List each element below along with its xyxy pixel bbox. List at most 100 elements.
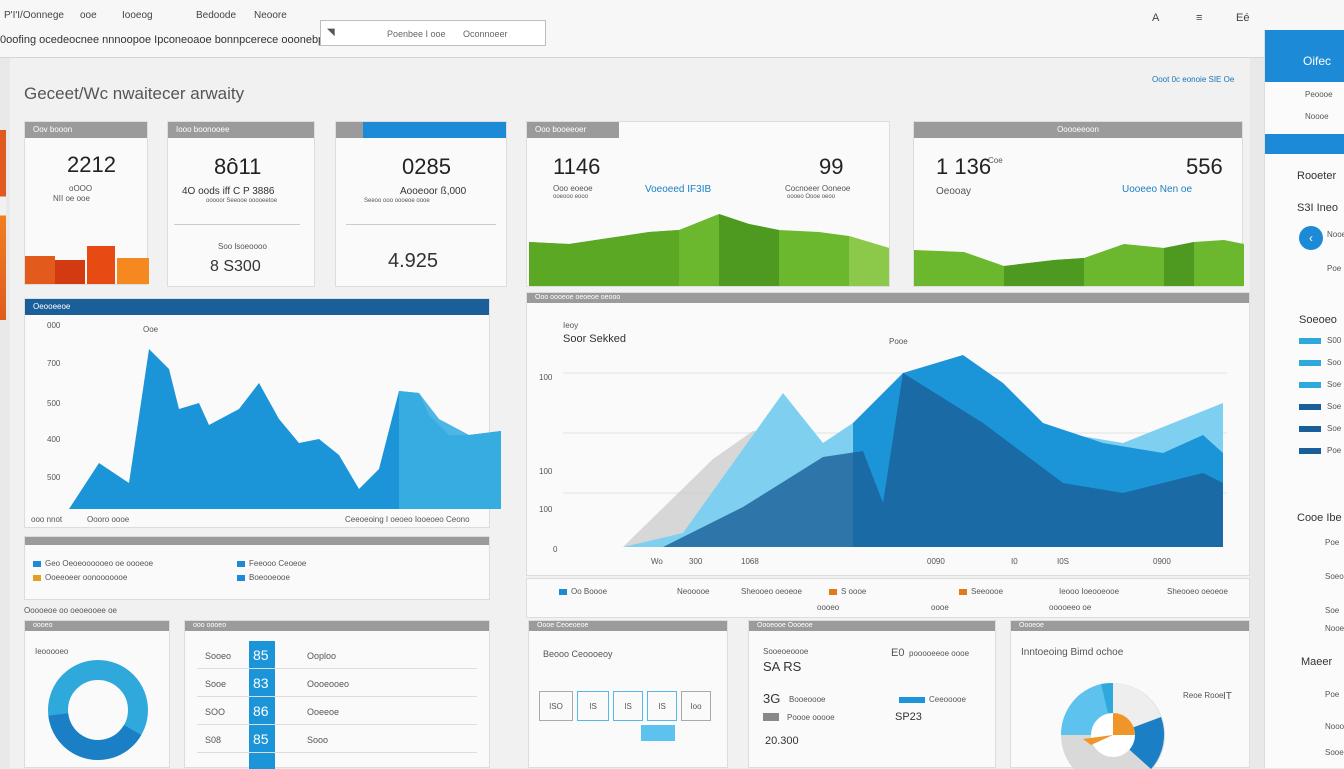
line: pooooeeoe oooe — [909, 649, 970, 658]
kpi-value: 8ô11 — [214, 154, 262, 179]
sidebar-item[interactable]: Soe — [1325, 606, 1340, 615]
nav-item-4[interactable]: Bedoode — [196, 10, 237, 21]
sidebar-section: Cooe Ibe — [1297, 512, 1342, 524]
kpi-sub2: NII oe ooe — [53, 194, 90, 203]
cell: Sooeo — [205, 651, 232, 661]
nav-item-1[interactable]: P'I'I/Oonnege — [4, 10, 64, 21]
search-icon: ◥ — [327, 27, 335, 38]
cell-box[interactable]: ISO — [539, 691, 573, 721]
cell-box[interactable]: IS — [647, 691, 677, 721]
bar-swatch — [1299, 448, 1321, 454]
sidebar-item[interactable]: Noooe — [1325, 722, 1344, 731]
card-header: Oooe Ceoeoeoe — [529, 621, 727, 631]
cell-box[interactable]: IS — [613, 691, 643, 721]
bar-swatch — [1299, 360, 1321, 366]
search-input[interactable]: ◥ Poenbee I ooe Oconnoeer — [320, 20, 546, 46]
y-label: 700 — [47, 359, 61, 368]
table-row[interactable]: Sooe 83 Oooeooeo — [197, 673, 477, 697]
settings-icon[interactable]: Eé — [1236, 12, 1250, 24]
nav-item-3[interactable]: Iooeog — [122, 10, 153, 21]
legend-label: Sheooeo oeoeoe — [1167, 587, 1228, 596]
value: 3G — [763, 691, 781, 706]
donut-card: oooeo Ieooooeo — [24, 620, 170, 768]
legend-label: Oo Boooe — [571, 587, 608, 596]
sidebar-item[interactable]: Poe — [1325, 538, 1340, 547]
nav-item-2[interactable]: ooe — [80, 10, 97, 21]
chart-title: Soor Sekked — [563, 333, 626, 345]
kpi-line-2: Cocnoeer Ooneoe — [785, 184, 851, 193]
y-label: 500 — [47, 399, 61, 408]
legend-swatch — [237, 561, 245, 567]
card-label: Inntoeoing Bimd ochoe — [1021, 647, 1124, 658]
x-label: 300 — [689, 557, 703, 566]
menu-icon[interactable]: ≡ — [1196, 12, 1203, 24]
x-label: I0 — [1011, 557, 1018, 566]
main-area-chart-card: Ooo oooeoe oeoeoe oeooo Ieoy Soor Sekked… — [526, 292, 1250, 576]
kpi-sub: Seeoo ooo oooeoe oooe — [364, 198, 430, 204]
card-header: Oooeoe — [1011, 621, 1249, 631]
sidebar-item: Poe — [1327, 446, 1342, 455]
nav-item-5[interactable]: Neoore — [254, 10, 287, 21]
sidebar-item[interactable]: Soeoeo — [1325, 572, 1344, 581]
sidebar-item[interactable]: Poe — [1325, 690, 1340, 699]
card-header — [336, 122, 506, 138]
value: 20.300 — [765, 735, 799, 747]
donut-label: Ieooooeo — [35, 647, 69, 656]
right-sidebar: Oifec Peoooe Noooe Rooeter S3I Ineo ‹ No… — [1264, 30, 1344, 768]
kpi-value-2: 556 — [1186, 154, 1223, 179]
x-label: ooo nnot — [31, 515, 63, 524]
sidebar-section: Rooeter — [1297, 170, 1337, 182]
sidebar-header[interactable]: Oifec — [1265, 30, 1344, 82]
main-area-chart — [563, 355, 1227, 547]
bar-swatch — [1299, 382, 1321, 388]
kpi-link[interactable]: Voeoeed IF3IB — [645, 184, 712, 195]
chart-footer: Ceeoeoing I oeoeo Iooeoeo Ceono — [345, 515, 470, 524]
legend-label: Geo Oeoeoooooeo oe oooeoe — [45, 559, 154, 568]
legend-swatch — [559, 589, 567, 595]
card-header: Oov booon — [25, 122, 147, 138]
y-label: 100 — [539, 505, 553, 514]
main-legend: Oo Boooe Neooooe Sheooeo oeoeoe S oooe S… — [526, 578, 1250, 618]
kpi-card-1: Oov booon 2212 oOOO NII oe ooe — [24, 121, 149, 285]
x-label: 1068 — [741, 557, 759, 566]
table-row[interactable]: S08 85 Sooo — [197, 729, 477, 753]
sidebar-section: Maeer — [1301, 656, 1333, 668]
accent-strip — [0, 130, 6, 320]
x-label: 0090 — [927, 557, 945, 566]
kpi-value-2: 4.925 — [388, 250, 439, 272]
table-row[interactable]: Sooeo 85 Ooploo — [197, 645, 477, 669]
kpi-label: Soo lsoeoooo — [218, 242, 267, 251]
cell-box[interactable]: IS — [577, 691, 609, 721]
cell: Ooploo — [307, 651, 337, 661]
pie-value: IT — [1223, 691, 1232, 702]
user-icon[interactable]: A — [1152, 12, 1160, 24]
kpi-value: 0285 — [402, 154, 451, 179]
sidebar-item[interactable]: Noooe — [1305, 112, 1329, 121]
summary-card: Oooeooe Oooeoe Sooeoeoooe SA RS E0 poooo… — [748, 620, 996, 768]
green-area-chart-2 — [914, 240, 1244, 286]
sidebar-item: Soe — [1327, 424, 1342, 433]
sidebar-item[interactable]: Peoooe — [1305, 90, 1333, 99]
bar-swatch — [1299, 404, 1321, 410]
left-area-chart — [69, 349, 501, 509]
cell-box[interactable]: Ioo — [681, 691, 711, 721]
legend-swatch — [33, 575, 41, 581]
sidebar-item: S00 — [1327, 336, 1342, 345]
kpi-line: 4O oods iff C P 3886 — [182, 186, 275, 197]
sidebar-item: Soo — [1327, 358, 1342, 367]
kpi-link[interactable]: Uooeeo Nen oe — [1122, 184, 1193, 195]
pie-card: Oooeoe Inntoeoing Bimd ochoe Reoe Rooe I… — [1010, 620, 1250, 769]
card-header: Ooooeeoon — [914, 122, 1242, 138]
kpi-value-2: 99 — [819, 154, 844, 179]
sidebar-item[interactable]: Sooe — [1325, 748, 1344, 757]
legend-label: Boeooeooe — [249, 573, 290, 582]
back-icon[interactable]: ‹ — [1299, 226, 1323, 250]
top-link[interactable]: Ooot 0c eonoie SIE Oe — [1152, 75, 1235, 84]
left-area-chart-card: Oeooeeoe 000 700 500 400 500 Ooe ooo nno… — [24, 298, 501, 528]
legend-swatch — [959, 589, 967, 595]
sidebar-item[interactable]: Nooe — [1325, 624, 1344, 633]
peak-label: Pooe — [889, 337, 908, 346]
table-row[interactable]: SOO 86 Ooeeoe — [197, 701, 477, 725]
bar-swatch — [1299, 338, 1321, 344]
y-label: 100 — [539, 373, 553, 382]
